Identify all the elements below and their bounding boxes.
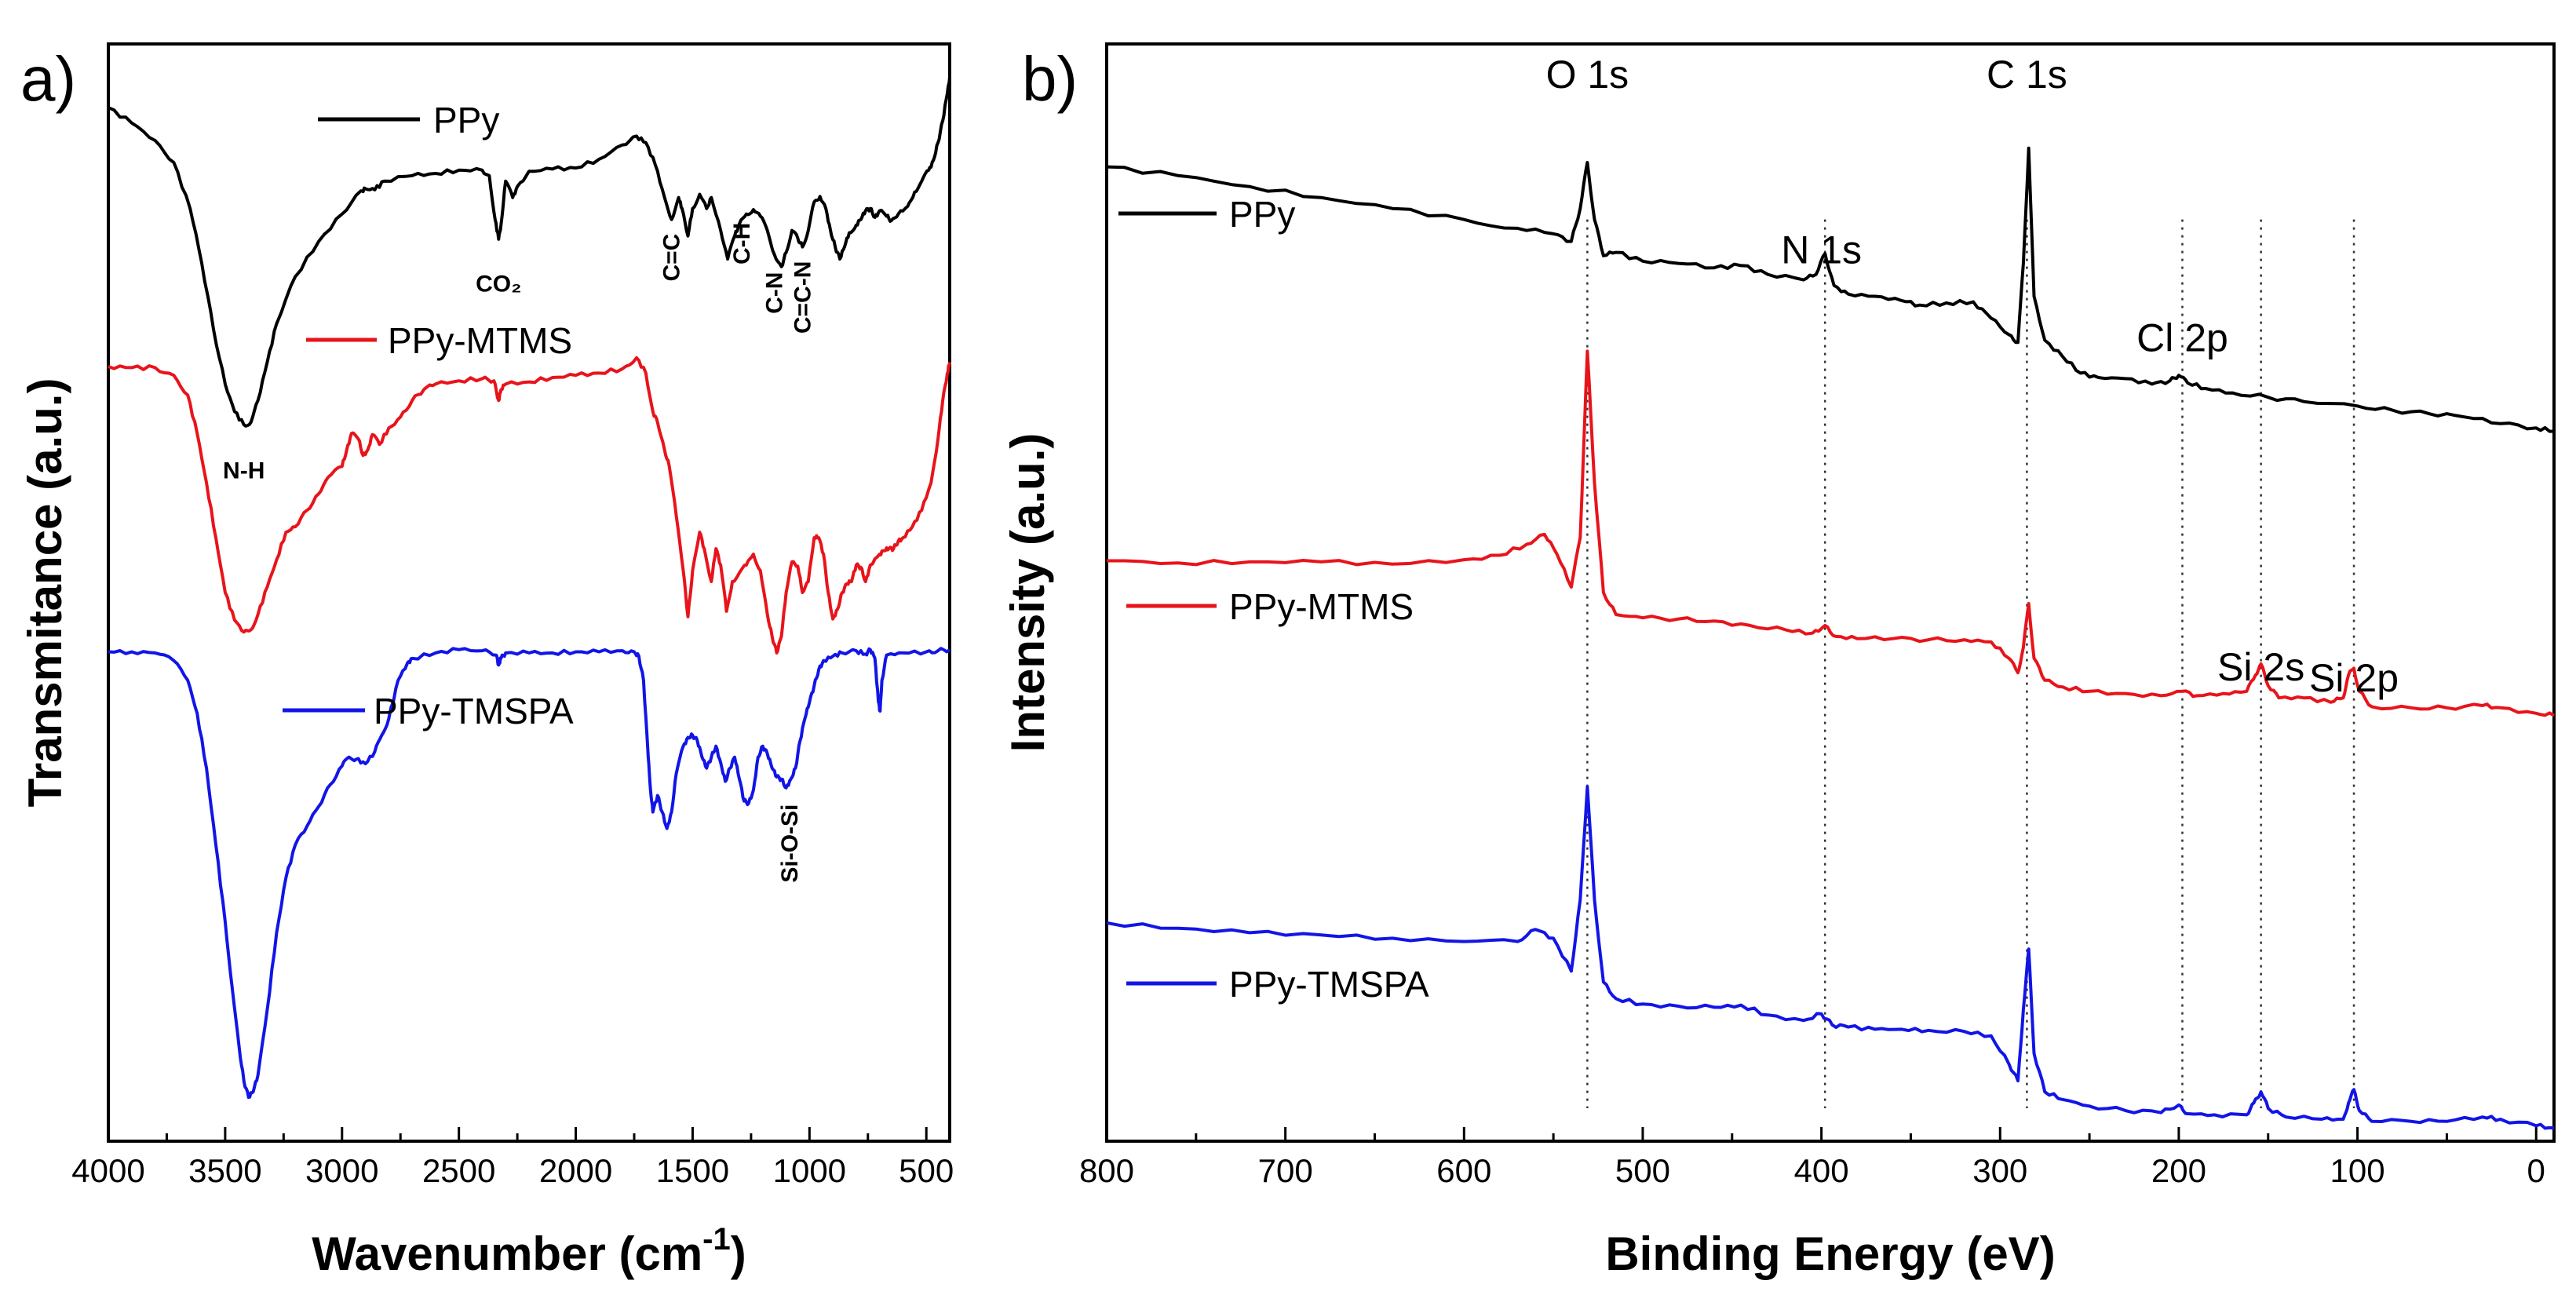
panel-a-ftir: a) 4000 3500 3000 2500 2000 1500 1000 500 N-H CO… xyxy=(19,42,954,1280)
panel-b-peak-c-1s: C 1s xyxy=(1987,53,2067,97)
panel-a-x-axis-label: Wavenumber (cm-1) xyxy=(312,1222,746,1280)
panel-b-x-tick-label-800: 800 xyxy=(1079,1152,1134,1189)
legend-a-ppy-mtms: PPy-MTMS xyxy=(306,320,572,361)
panel-a-x-tick-label-2000: 2000 xyxy=(539,1152,612,1189)
panel-a-x-tick-label-3000: 3000 xyxy=(305,1152,378,1189)
panel-a-x-axis-label-sup: -1 xyxy=(702,1222,731,1257)
panel-a-annotation-n-h: N-H xyxy=(223,458,265,483)
panel-b-y-axis-label: Intensity (a.u.) xyxy=(1002,433,1054,753)
panel-a-x-ticks: 4000 3500 3000 2500 2000 1500 1000 500 xyxy=(71,1127,954,1189)
panel-b-peak-labels: O 1s N 1s C 1s Cl 2p Si 2s Si 2p xyxy=(1546,53,2399,700)
panel-b-x-tick-label-200: 200 xyxy=(2151,1152,2206,1189)
panel-b-x-tick-label-500: 500 xyxy=(1615,1152,1670,1189)
panel-b-peak-n-1s: N 1s xyxy=(1781,228,1862,272)
panel-b-x-tick-label-700: 700 xyxy=(1258,1152,1313,1189)
panel-a-x-tick-label-500: 500 xyxy=(899,1152,954,1189)
panel-a-annotation-co-: CO₂ xyxy=(476,272,521,297)
panel-b-xps: b) 800 700 600 500 400 300 200 100 0 O 1s N 1s C 1… xyxy=(1002,42,2556,1280)
panel-a-annotation-c-c: C=C xyxy=(659,234,685,282)
panel-b-label: b) xyxy=(1022,44,1078,114)
legend-b-ppy-label: PPy xyxy=(1229,194,1295,235)
legend-b-ppy-mtms: PPy-MTMS xyxy=(1126,586,1414,627)
legend-a-ppy-tmspa: PPy-TMSPA xyxy=(283,691,574,731)
panel-a-y-axis-label: Transmitance (a.u.) xyxy=(19,378,71,808)
panel-a-plot-frame xyxy=(107,42,951,1143)
legend-a-ppy: PPy xyxy=(318,100,499,140)
panel-b-x-tick-label-400: 400 xyxy=(1794,1152,1849,1189)
panel-b-x-tick-label-0: 0 xyxy=(2527,1152,2545,1189)
panel-a-x-axis-label-close: ) xyxy=(731,1228,746,1280)
panel-a-x-tick-label-3500: 3500 xyxy=(188,1152,261,1189)
panel-b-x-tick-label-600: 600 xyxy=(1436,1152,1491,1189)
legend-a-ppy-tmspa-label: PPy-TMSPA xyxy=(374,691,574,731)
panel-b-x-ticks: 800 700 600 500 400 300 200 100 0 xyxy=(1079,1127,2545,1189)
legend-a-ppy-label: PPy xyxy=(433,100,499,140)
panel-a-x-tick-label-1000: 1000 xyxy=(773,1152,846,1189)
panel-a-annotation-si-o-si: Si-O-Si xyxy=(777,804,803,883)
panel-b-series-ppy-mtms xyxy=(1107,349,2555,717)
panel-a-series-ppy xyxy=(108,76,951,428)
panel-a-annotation-c-c-n: C=C-N xyxy=(790,261,815,334)
panel-a-x-tick-label-2500: 2500 xyxy=(422,1152,495,1189)
panel-a-series-ppy-tmspa xyxy=(108,647,951,1100)
legend-b-ppy: PPy xyxy=(1118,194,1295,235)
panel-b-x-tick-label-300: 300 xyxy=(1972,1152,2027,1189)
panel-b-series-ppy-tmspa xyxy=(1106,785,2555,1130)
panel-a-series-lines xyxy=(108,76,951,1100)
legend-b-ppy-tmspa: PPy-TMSPA xyxy=(1126,964,1429,1005)
legend-b-ppy-mtms-label: PPy-MTMS xyxy=(1229,586,1414,627)
panel-a-x-tick-label-1500: 1500 xyxy=(656,1152,729,1189)
panel-a-annotation-c-n: C-N xyxy=(762,272,788,314)
panel-b-plot-frame xyxy=(1105,42,2556,1143)
panel-a-series-ppy-mtms xyxy=(108,356,951,655)
panel-b-series-lines xyxy=(1106,146,2555,1130)
panel-b-peak-o-1s: O 1s xyxy=(1546,53,1629,97)
panel-a-x-tick-label-4000: 4000 xyxy=(71,1152,144,1189)
legend-a-ppy-mtms-label: PPy-MTMS xyxy=(388,320,572,361)
panel-a-x-axis-label-main: Wavenumber (cm xyxy=(312,1228,702,1280)
panel-a-annotation-c-h: C-H xyxy=(729,223,755,264)
legend-b-ppy-tmspa-label: PPy-TMSPA xyxy=(1229,964,1429,1005)
panel-b-x-axis-label: Binding Energy (eV) xyxy=(1605,1228,2055,1280)
panel-b-x-tick-label-100: 100 xyxy=(2330,1152,2385,1189)
panel-b-peak-si-2s: Si 2s xyxy=(2217,645,2304,689)
panel-b-series-ppy xyxy=(1106,146,2555,433)
panel-a-label: a) xyxy=(20,44,76,114)
panel-b-peak-si-2p: Si 2p xyxy=(2309,656,2399,700)
panel-a-annotations: N-H CO₂ C=C C-H C-N C=C-N Si-O-Si xyxy=(223,223,815,883)
panel-b-peak-cl-2p: Cl 2p xyxy=(2136,316,2228,359)
